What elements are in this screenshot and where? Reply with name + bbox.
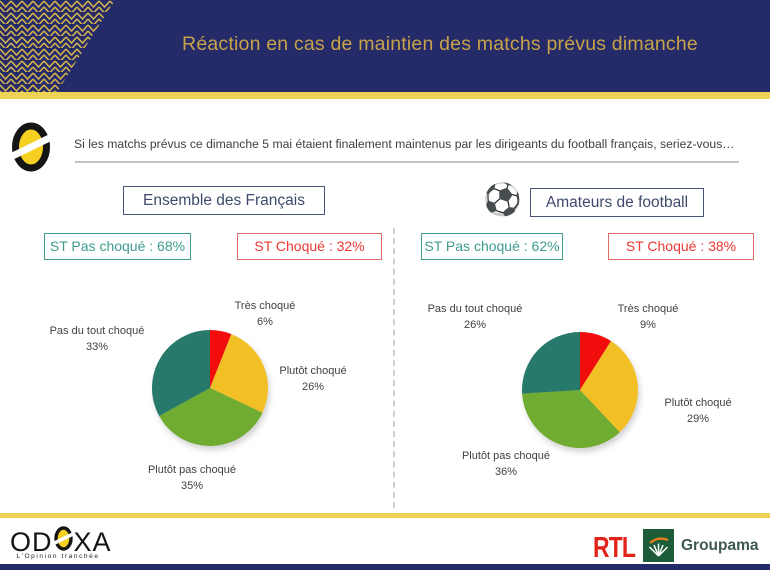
pie-label-pct: 33% bbox=[85, 340, 109, 353]
pie-label-plutot-choque-ensemble: Plutôt choqué 26% bbox=[262, 364, 364, 396]
odoxa-o-icon bbox=[11, 122, 51, 172]
status-badge-choque-amateurs: ST Choqué : 38% bbox=[608, 233, 754, 260]
footer-gold-divider bbox=[0, 513, 770, 518]
pie-slice bbox=[151, 330, 210, 416]
pie-slice bbox=[210, 330, 232, 388]
pie-label-text: Très choqué bbox=[617, 303, 679, 315]
soccer-ball-icon: ⚽ bbox=[483, 182, 522, 218]
pie-label-text: Pas du tout choqué bbox=[427, 303, 523, 315]
page-title: Réaction en cas de maintien des matchs p… bbox=[182, 33, 698, 55]
pie-slice bbox=[522, 390, 620, 449]
odoxa-logo: OD XA bbox=[10, 526, 112, 558]
pie-label-text: Pas du tout choqué bbox=[49, 325, 145, 337]
pie-label-tres-choque-amateurs: Très choqué 9% bbox=[598, 302, 698, 334]
pie-slice bbox=[159, 388, 263, 447]
pie-chart-ensemble bbox=[151, 330, 269, 447]
header-gold-divider bbox=[0, 92, 770, 99]
pie-label-pct: 35% bbox=[180, 479, 204, 492]
groupama-emblem-icon bbox=[643, 529, 674, 562]
odoxa-o-mark-icon bbox=[50, 526, 76, 558]
pie-slice bbox=[580, 332, 612, 390]
pie-label-pct: 29% bbox=[686, 412, 710, 425]
pie-label-text: Plutôt choqué bbox=[279, 365, 347, 377]
pie-label-text: Plutôt pas choqué bbox=[147, 464, 237, 476]
pie-slice bbox=[210, 334, 269, 413]
panel-title-amateurs: Amateurs de football bbox=[530, 188, 704, 217]
status-badge-choque-ensemble: ST Choqué : 32% bbox=[237, 233, 382, 260]
pie-label-pct: 6% bbox=[257, 315, 273, 328]
pie-label-pct: 9% bbox=[640, 318, 656, 331]
status-badge-pas-choque-ensemble: ST Pas choqué : 68% bbox=[44, 233, 191, 260]
pie-label-pct: 26% bbox=[463, 318, 487, 331]
pie-label-tres-choque-ensemble: Très choqué 6% bbox=[215, 299, 315, 331]
status-badge-pas-choque-amateurs: ST Pas choqué : 62% bbox=[421, 233, 563, 260]
header-band: Réaction en cas de maintien des matchs p… bbox=[0, 0, 770, 92]
pie-label-plutot-choque-amateurs: Plutôt choqué 29% bbox=[645, 396, 751, 428]
rtl-logo: RTL bbox=[593, 532, 636, 564]
odoxa-tagline: L'Opinion tranchée bbox=[16, 553, 100, 560]
pie-label-plutot-pas-ensemble: Plutôt pas choqué 35% bbox=[132, 463, 252, 495]
question-text: Si les matchs prévus ce dimanche 5 mai é… bbox=[74, 137, 735, 151]
pie-label-pct: 36% bbox=[494, 465, 518, 478]
pie-slice bbox=[580, 341, 638, 433]
question-underline bbox=[75, 161, 739, 163]
pie-label-plutot-pas-amateurs: Plutôt pas choqué 36% bbox=[446, 449, 566, 481]
panel-title-ensemble: Ensemble des Français bbox=[123, 186, 325, 215]
pie-label-text: Plutôt choqué bbox=[664, 397, 732, 409]
odoxa-wordmark-left: OD bbox=[10, 526, 53, 557]
pie-chart-amateurs bbox=[521, 332, 638, 449]
pie-slice bbox=[521, 332, 580, 394]
pie-label-pas-du-tout-ensemble: Pas du tout choqué 33% bbox=[38, 324, 156, 356]
odoxa-wordmark-right: XA bbox=[73, 526, 112, 557]
pie-label-pas-du-tout-amateurs: Pas du tout choqué 26% bbox=[416, 302, 534, 334]
pie-label-text: Plutôt pas choqué bbox=[461, 450, 551, 462]
panel-divider bbox=[393, 228, 395, 508]
bottom-navy-bar bbox=[0, 564, 770, 570]
chevron-pattern-decoration bbox=[0, 0, 120, 92]
groupama-wordmark: Groupama bbox=[681, 536, 759, 554]
pie-label-pct: 26% bbox=[301, 380, 325, 393]
groupama-logo: Groupama bbox=[643, 529, 759, 562]
pie-label-text: Très choqué bbox=[234, 300, 296, 312]
